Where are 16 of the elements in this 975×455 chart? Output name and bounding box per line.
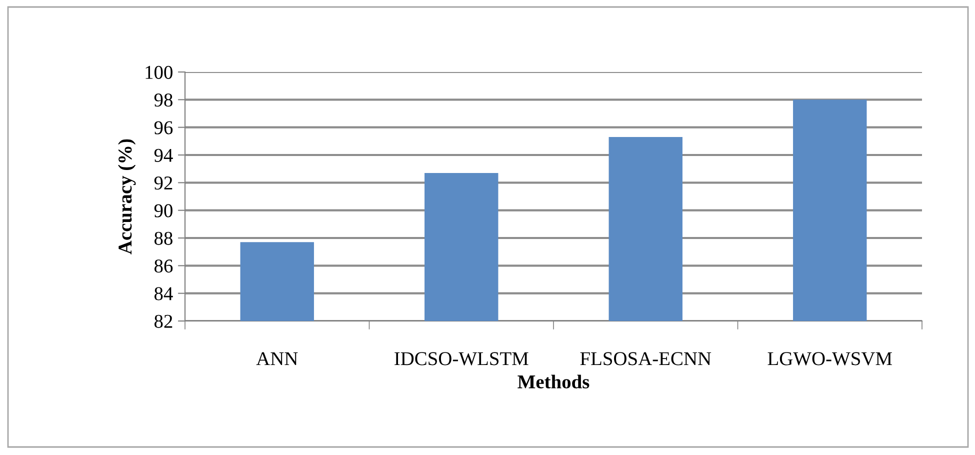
x-tick-label: LGWO-WSVM: [768, 352, 892, 366]
y-tick-label: 86: [154, 259, 173, 273]
x-tick-label: FLSOSA-ECNN: [580, 352, 712, 366]
x-tick-label: ANN: [256, 352, 298, 366]
y-tick-label: 84: [154, 287, 173, 300]
x-tick-label: IDCSO-WLSTM: [394, 352, 528, 366]
y-tick-label: 98: [154, 93, 172, 107]
y-tick-label: 88: [154, 232, 172, 245]
y-tick-label: 96: [154, 121, 173, 134]
y-tick-label: 94: [154, 148, 173, 162]
y-tick-label: 90: [154, 204, 172, 218]
y-tick-label: 100: [146, 66, 172, 79]
y-axis-title: Accuracy (%): [118, 139, 136, 254]
y-tick-label: 92: [154, 176, 172, 190]
x-axis-title: Methods: [518, 374, 590, 388]
y-tick-label: 82: [154, 314, 172, 328]
